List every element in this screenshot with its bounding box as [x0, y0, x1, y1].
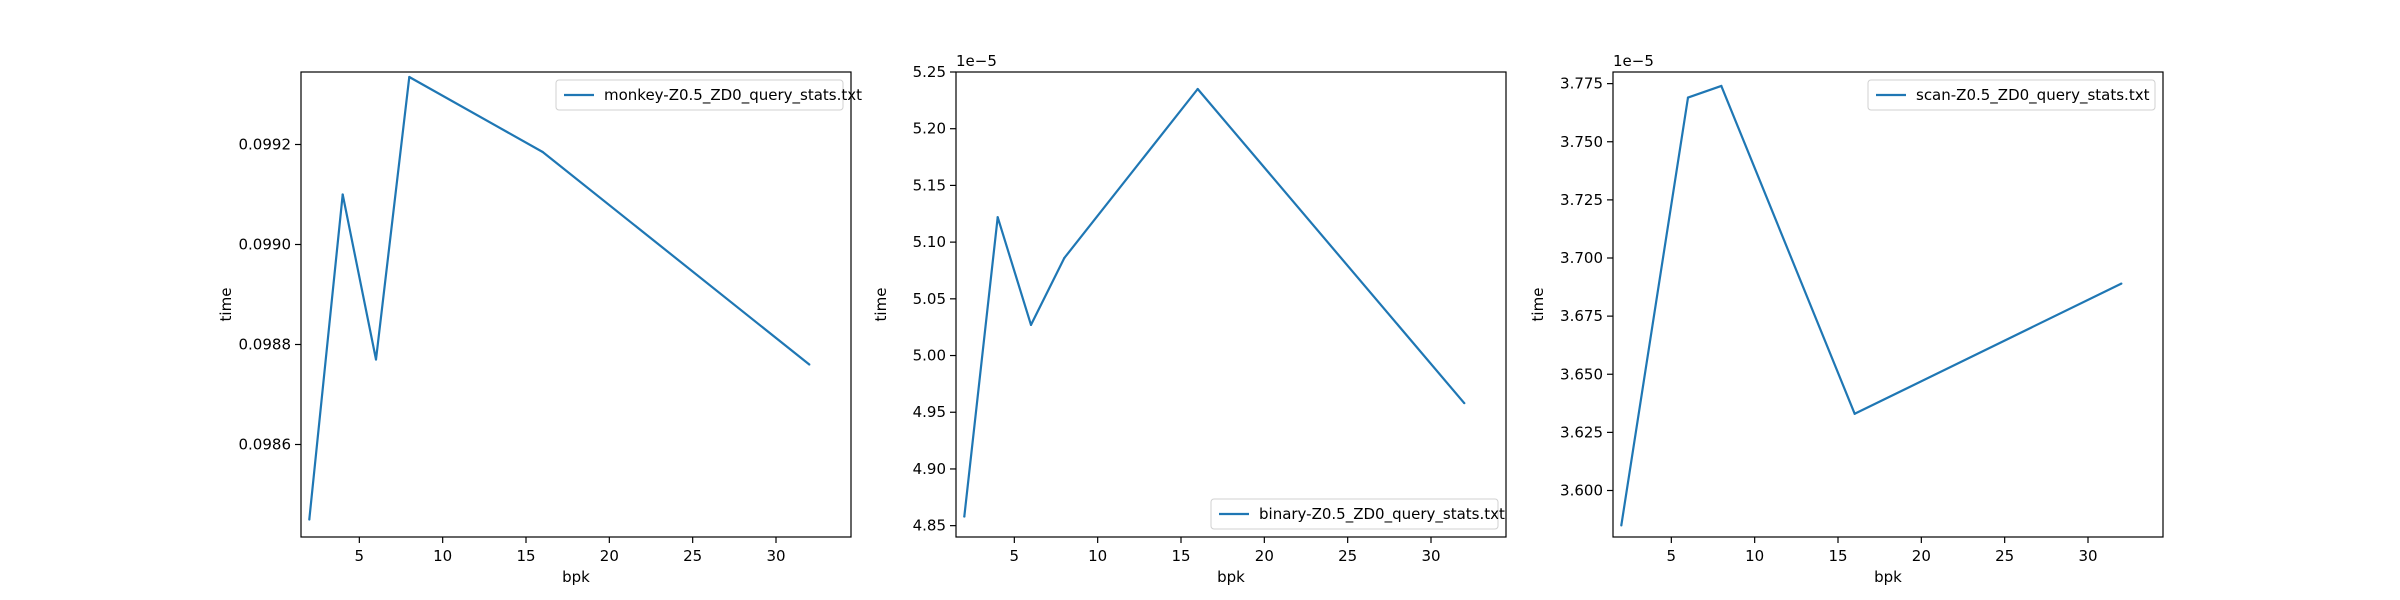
legend-box [1210, 498, 1499, 530]
y-tick-label: 3.700 [1560, 249, 1603, 267]
data-point [1853, 412, 1856, 415]
legend-label: monkey-Z0.5_ZD0_query_stats.txt [604, 86, 862, 105]
x-axis-label: bpk [1874, 568, 1902, 586]
legend-label: binary-Z0.5_ZD0_query_stats.txt [1259, 505, 1505, 524]
data-point [1063, 256, 1066, 260]
legend: scan-Z0.5_ZD0_query_stats.txt [1867, 79, 2156, 111]
x-tick-label: 10 [1745, 547, 1764, 565]
axes-frame [1612, 71, 2164, 538]
x-tick-label: 30 [2078, 547, 2097, 565]
data-point [408, 75, 411, 79]
y-tick-label: 5.25 [913, 63, 946, 81]
y-offset-text: 1e−5 [956, 52, 997, 70]
data-point [1029, 323, 1033, 327]
x-axis-label: bpk [562, 568, 590, 586]
axes-frame [300, 71, 852, 538]
legend: monkey-Z0.5_ZD0_query_stats.txt [555, 79, 862, 111]
y-tick-label: 3.775 [1560, 75, 1603, 93]
y-offset-text: 1e−5 [1613, 52, 1654, 70]
data-point [308, 518, 311, 521]
y-tick-label: 3.625 [1560, 423, 1603, 441]
x-tick-label: 25 [683, 547, 702, 565]
x-tick-label: 10 [1088, 547, 1107, 565]
subplot-monkey: 5 10 15 20 25 30 0.0986 0.0988 0.0990 0.0992 bpk ti… [217, 71, 862, 586]
data-point [996, 216, 999, 219]
x-axis-label: bpk [1217, 568, 1245, 586]
data-point [1686, 96, 1690, 99]
axes-frame [955, 71, 1507, 538]
legend-box [1867, 79, 2156, 111]
data-point [341, 193, 344, 196]
data-point [1720, 84, 1723, 88]
x-tick-label: 20 [600, 547, 619, 565]
data-point [808, 363, 811, 366]
y-tick-label: 0.0986 [239, 436, 292, 454]
legend-box [555, 79, 844, 111]
y-tick-label: 0.0990 [239, 236, 292, 254]
x-tick-label: 5 [1010, 547, 1020, 565]
y-axis-label: time [872, 288, 890, 322]
x-tick-label: 20 [1912, 547, 1931, 565]
y-tick-label: 4.85 [913, 517, 946, 535]
x-tick-label: 5 [1667, 547, 1677, 565]
y-tick-label: 3.725 [1560, 191, 1603, 209]
y-tick-label: 3.750 [1560, 133, 1603, 151]
x-tick-label: 30 [766, 547, 785, 565]
y-axis-label: time [217, 288, 235, 322]
y-tick-label: 3.600 [1560, 482, 1603, 500]
data-point [1463, 402, 1466, 405]
data-point [374, 358, 378, 361]
legend: binary-Z0.5_ZD0_query_stats.txt [1210, 498, 1505, 530]
y-tick-label: 5.00 [913, 347, 946, 365]
series-line [963, 87, 1466, 517]
subplot-scan: 5 10 15 20 25 30 3.600 3.625 3.650 3.675 3.700 3.72… [1529, 52, 2164, 586]
y-tick-label: 5.20 [913, 120, 946, 138]
x-tick-label: 15 [1171, 547, 1190, 565]
x-tick-label: 25 [1338, 547, 1357, 565]
data-point [541, 150, 544, 154]
y-tick-label: 4.90 [913, 460, 946, 478]
data-point [1196, 87, 1199, 91]
x-tick-label: 20 [1255, 547, 1274, 565]
y-tick-label: 4.95 [913, 403, 946, 421]
data-point [1620, 524, 1623, 527]
x-tick-label: 30 [1421, 547, 1440, 565]
x-tick-label: 15 [1828, 547, 1847, 565]
subplot-binary: 5 10 15 20 25 30 4.85 4.90 4.95 5.00 5.05 5.10 5.15 5… [872, 52, 1507, 586]
x-tick-label: 15 [516, 547, 535, 565]
y-tick-label: 5.15 [913, 176, 946, 194]
data-point [963, 515, 966, 518]
y-tick-label: 0.0988 [239, 336, 292, 354]
x-tick-label: 5 [355, 547, 365, 565]
data-point [2120, 282, 2123, 285]
y-tick-label: 0.0992 [239, 136, 292, 154]
x-tick-label: 25 [1995, 547, 2014, 565]
y-tick-label: 5.05 [913, 290, 946, 308]
y-tick-label: 3.675 [1560, 307, 1603, 325]
legend-label: scan-Z0.5_ZD0_query_stats.txt [1916, 86, 2150, 105]
y-tick-label: 5.10 [913, 233, 946, 251]
series-line [308, 75, 810, 520]
series-line [1620, 84, 2122, 526]
x-tick-label: 10 [433, 547, 452, 565]
y-axis-label: time [1529, 288, 1547, 322]
y-tick-label: 3.650 [1560, 365, 1603, 383]
